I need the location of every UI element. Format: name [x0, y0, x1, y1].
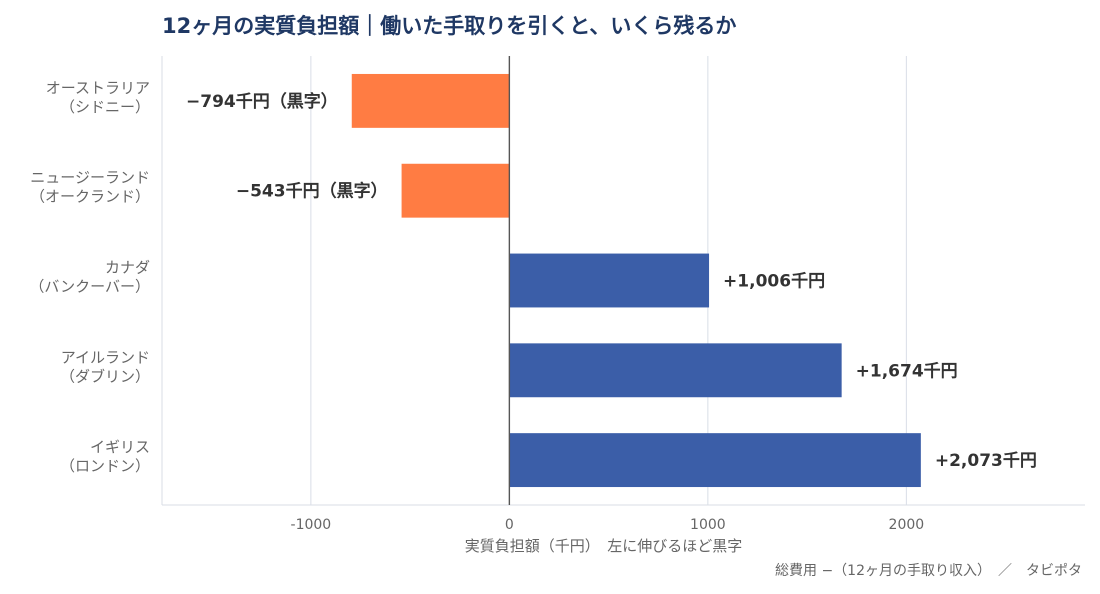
bar [509, 433, 921, 488]
x-tick-label: -1000 [291, 517, 332, 533]
bar [509, 253, 710, 308]
y-tick-label: カナダ（バンクーバー） [29, 259, 150, 296]
y-tick-label: アイルランド（ダブリン） [60, 348, 150, 385]
y-tick-label: イギリス（ロンドン） [60, 438, 150, 475]
x-tick-label: 2000 [889, 517, 925, 533]
data-label: −543千円（黒字） [236, 181, 388, 202]
data-label: +2,073千円 [935, 451, 1037, 471]
bar [401, 163, 510, 218]
data-label: −794千円（黒字） [186, 91, 338, 112]
bar [351, 73, 510, 128]
x-tick-label: 1000 [690, 517, 726, 533]
data-label: +1,674千円 [856, 361, 958, 381]
footer-note: 総費用 −（12ヶ月の手取り収入） ／ タビポタ [775, 563, 1082, 579]
chart-title: 12ヶ月の実質負担額｜働いた手取りを引くと、いくら残るか [162, 14, 737, 38]
x-axis-label: 実質負担額（千円） 左に伸びるほど黒字 [465, 537, 743, 555]
x-tick-label: 0 [505, 517, 514, 533]
data-label: +1,006千円 [723, 272, 825, 292]
y-tick-label: ニュージーランド（オークランド） [30, 169, 150, 206]
bar [509, 343, 842, 398]
y-tick-label: オーストラリア（シドニー） [46, 79, 150, 116]
